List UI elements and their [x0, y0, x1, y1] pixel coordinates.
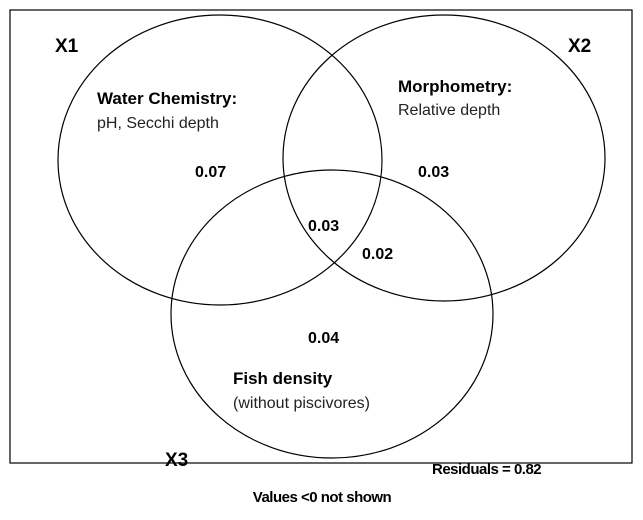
circle-x2 [282, 14, 606, 302]
set-subtitle: Relative depth [398, 102, 500, 119]
circle-x3 [170, 169, 494, 459]
set-label: X1 [55, 36, 79, 57]
circle-x1 [57, 14, 383, 306]
region-value: 0.03 [308, 218, 339, 235]
region-value: 0.07 [195, 164, 226, 181]
residuals: Residuals = 0.82 [432, 461, 541, 478]
set-title: Water Chemistry: [97, 89, 237, 108]
set-subtitle: pH, Secchi depth [97, 115, 219, 132]
frame [9, 9, 633, 464]
set-title: Morphometry: [398, 77, 512, 96]
set-subtitle: (without piscivores) [233, 395, 370, 412]
set-title: Fish density [233, 369, 333, 388]
region-value: 0.02 [362, 246, 393, 263]
region-value: 0.04 [308, 330, 339, 347]
caption: Values <0 not shown [253, 489, 392, 506]
set-label: X3 [165, 450, 188, 471]
set-label: X2 [568, 36, 591, 57]
region-value: 0.03 [418, 164, 449, 181]
